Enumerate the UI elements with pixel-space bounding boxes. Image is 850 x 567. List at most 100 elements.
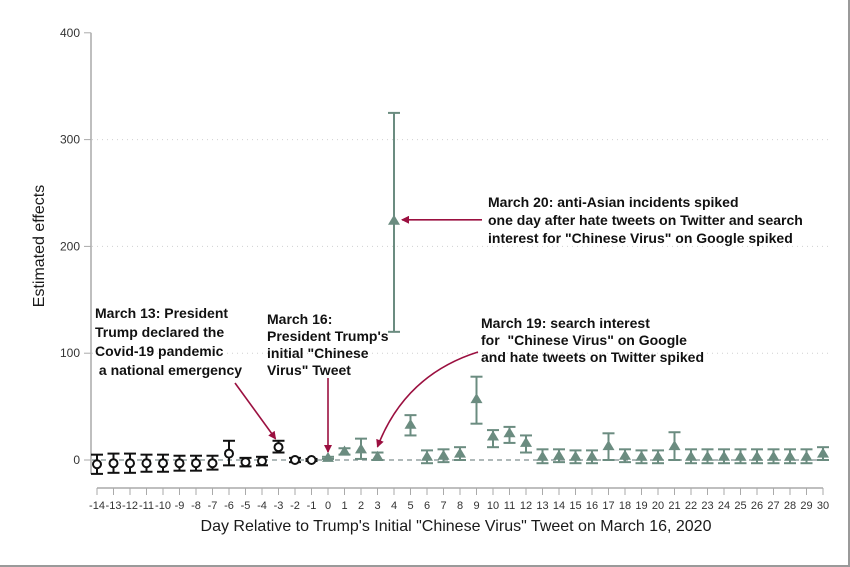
- x-tick-label: -3: [274, 500, 284, 512]
- data-point: [767, 448, 780, 465]
- point-marker-circle: [92, 459, 102, 470]
- x-tick-label: 8: [457, 500, 463, 512]
- point-marker-triangle: [701, 450, 714, 461]
- x-tick-label: 4: [391, 500, 397, 512]
- point-marker-triangle: [437, 449, 450, 460]
- data-point: [223, 439, 235, 467]
- point-marker-triangle: [371, 450, 384, 461]
- x-tick-label: 5: [407, 500, 413, 512]
- x-tick-label: 23: [701, 500, 713, 512]
- arrow-march13: [234, 382, 277, 440]
- x-tick-label: 13: [536, 500, 548, 512]
- data-point: [602, 432, 615, 461]
- x-tick-label: 2: [358, 500, 364, 512]
- point-marker-circle: [273, 442, 284, 453]
- point-marker-circle: [158, 458, 168, 469]
- point-marker-triangle: [718, 450, 730, 461]
- data-point: [404, 414, 417, 437]
- x-tick-label: -4: [257, 500, 267, 512]
- x-tick-label: -7: [208, 500, 218, 512]
- data-point: [569, 449, 582, 465]
- x-tick-label: 28: [784, 500, 796, 512]
- annotation-line: initial "Chinese: [267, 345, 369, 361]
- point-marker-triangle: [586, 450, 598, 461]
- x-tick-label: 6: [424, 500, 430, 512]
- x-tick-label: 11: [504, 500, 515, 512]
- data-point: [553, 448, 565, 464]
- data-point: [635, 449, 648, 465]
- annotation-line: March 16:: [267, 311, 332, 327]
- x-tick-label: -9: [175, 500, 185, 512]
- x-tick-label: 7: [440, 500, 446, 512]
- data-point: [157, 453, 169, 473]
- data-point: [173, 454, 186, 472]
- data-point: [355, 437, 367, 460]
- annotation-march16: March 16: President Trump's initial "Chine…: [267, 311, 389, 378]
- data-point: [470, 375, 483, 425]
- data-point: [586, 449, 598, 465]
- x-tick-label: 15: [569, 500, 581, 512]
- annotation-line: interest for "Chinese Virus" on Google s…: [488, 230, 793, 246]
- annotation-march13: March 13: President Trump declared the Cov…: [95, 305, 242, 378]
- annotation-line: a national emergency: [95, 362, 242, 378]
- x-tick-label: 22: [685, 500, 697, 512]
- data-point: [388, 111, 400, 333]
- data-point: [256, 455, 268, 467]
- arrow-march19: [376, 351, 479, 448]
- point-marker-triangle: [503, 427, 516, 438]
- x-tick-label: 0: [325, 500, 331, 512]
- x-tick-label: 19: [635, 500, 647, 512]
- x-tick-label: -14: [89, 500, 105, 512]
- x-tick-label: -1: [307, 500, 317, 512]
- data-point: [107, 452, 120, 474]
- x-tick-label: 30: [817, 500, 829, 512]
- x-tick-label: 3: [374, 500, 380, 512]
- annotation-line: March 13: President: [95, 305, 228, 321]
- point-marker-circle: [240, 457, 251, 468]
- annotation-line: and hate tweets on Twitter spiked: [481, 349, 704, 365]
- point-marker-triangle: [602, 440, 615, 451]
- x-tick-label: -2: [290, 500, 300, 512]
- data-point: [487, 429, 499, 449]
- data-point: [239, 456, 252, 468]
- annotation-line: Trump declared the: [95, 324, 224, 340]
- point-marker-triangle: [454, 447, 466, 458]
- y-tick-label: 100: [60, 346, 80, 360]
- y-tick-label: 0: [73, 453, 80, 467]
- point-marker-triangle: [322, 451, 334, 462]
- point-marker-triangle: [569, 450, 582, 461]
- data-point: [421, 449, 433, 465]
- point-marker-triangle: [470, 393, 483, 404]
- point-marker-triangle: [685, 450, 697, 461]
- data-point: [140, 453, 153, 473]
- data-point: [685, 448, 697, 465]
- point-marker-circle: [224, 448, 234, 459]
- point-marker-triangle: [520, 436, 532, 447]
- point-marker-triangle: [784, 450, 796, 461]
- x-tick-label: 26: [751, 500, 763, 512]
- data-point: [668, 431, 681, 461]
- data-point: [734, 448, 747, 465]
- point-marker-triangle: [404, 418, 417, 429]
- y-tick-label: 300: [60, 133, 80, 147]
- x-tick-label: 25: [734, 500, 746, 512]
- data-point: [338, 445, 351, 456]
- x-tick-label: 9: [473, 500, 479, 512]
- x-tick-label: 20: [652, 500, 664, 512]
- x-tick-label: -11: [139, 500, 154, 512]
- data-point: [206, 454, 219, 471]
- point-marker-triangle: [800, 450, 813, 461]
- data-point: [751, 448, 763, 465]
- y-tick-label: 200: [60, 239, 80, 253]
- data-point: [289, 455, 301, 465]
- data-marks: [91, 111, 829, 475]
- data-point: [619, 448, 631, 464]
- data-point: [503, 425, 516, 444]
- x-tick-label: 12: [520, 500, 532, 512]
- x-tick-label: 27: [767, 500, 779, 512]
- data-point: [652, 449, 664, 465]
- data-point: [190, 454, 202, 472]
- data-point: [437, 448, 450, 464]
